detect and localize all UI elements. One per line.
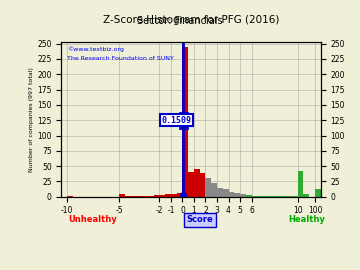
Bar [298, 171, 303, 197]
Bar [165, 194, 171, 197]
Text: Sector: Financials: Sector: Financials [137, 16, 223, 26]
Text: 0.1509: 0.1509 [161, 116, 192, 125]
Bar [119, 194, 125, 197]
Bar [177, 193, 183, 197]
Bar [211, 183, 217, 197]
Text: The Research Foundation of SUNY: The Research Foundation of SUNY [67, 56, 174, 60]
Bar [200, 174, 206, 197]
Bar [263, 196, 269, 197]
Bar [286, 196, 292, 197]
Bar [194, 169, 200, 197]
Bar [275, 196, 280, 197]
Bar [188, 172, 194, 197]
Bar [223, 189, 229, 197]
Bar [148, 195, 154, 197]
Bar [171, 194, 177, 197]
Bar [125, 195, 131, 197]
Text: ©www.textbiz.org: ©www.textbiz.org [67, 46, 124, 52]
Bar [269, 196, 275, 197]
Bar [315, 189, 321, 197]
Title: Z-Score Histogram for PFG (2016): Z-Score Histogram for PFG (2016) [103, 15, 279, 25]
Bar [234, 193, 240, 197]
Bar [246, 195, 252, 197]
Bar [303, 194, 309, 197]
Bar [252, 195, 257, 197]
Bar [131, 196, 136, 197]
Bar [257, 196, 263, 197]
Bar [142, 196, 148, 197]
Text: Healthy: Healthy [288, 215, 325, 224]
Bar [217, 188, 223, 197]
Bar [292, 196, 298, 197]
Text: Score: Score [186, 215, 213, 224]
Bar [136, 195, 142, 197]
Text: Unhealthy: Unhealthy [69, 215, 117, 224]
Bar [280, 196, 286, 197]
Bar [67, 195, 73, 197]
Bar [229, 192, 234, 197]
Bar [154, 195, 159, 197]
Bar [159, 195, 165, 197]
Y-axis label: Number of companies (997 total): Number of companies (997 total) [30, 67, 35, 172]
Bar [240, 194, 246, 197]
Bar [183, 47, 188, 197]
Bar [206, 178, 211, 197]
